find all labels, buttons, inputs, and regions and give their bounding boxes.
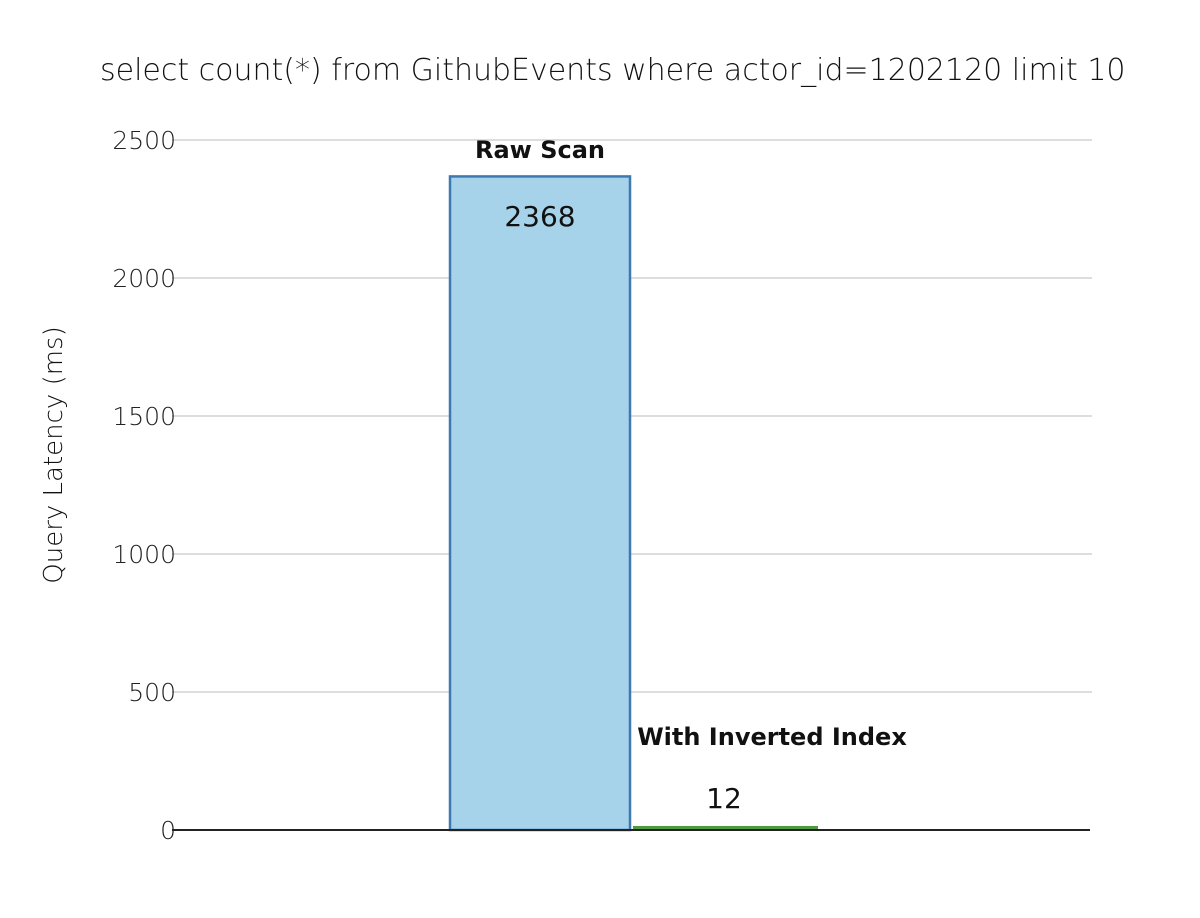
y-tick-label: 2500 (112, 126, 176, 155)
y-tick-label: 500 (128, 678, 176, 707)
category-label: Raw Scan (475, 136, 605, 164)
data-label: 12 (706, 782, 742, 815)
y-tick-label: 2000 (112, 264, 176, 293)
bar-with-inverted-index (633, 826, 818, 830)
data-label: 2368 (504, 200, 575, 233)
y-tick-label: 1500 (112, 402, 176, 431)
y-tick-label: 1000 (112, 540, 176, 569)
chart-title: select count(*) from GithubEvents where … (100, 53, 1126, 88)
bar-raw-scan (448, 175, 632, 832)
category-label: With Inverted Index (637, 723, 907, 751)
y-tick-label: 0 (160, 816, 176, 845)
y-axis-label: Query Latency (ms) (39, 326, 69, 583)
